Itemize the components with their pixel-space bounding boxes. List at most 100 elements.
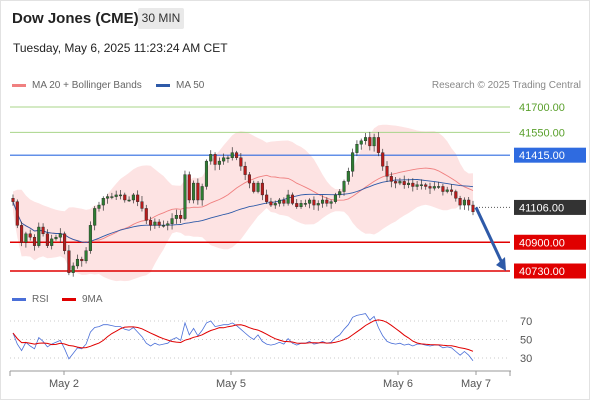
candle-body	[42, 227, 45, 234]
candle-body	[454, 192, 457, 199]
price-label-text: 41415.00	[519, 150, 565, 162]
candle-body	[334, 195, 337, 202]
candle-body	[141, 202, 144, 209]
candle-body	[106, 197, 109, 199]
candle-body	[188, 175, 191, 200]
rsi-level-label: 70	[520, 316, 532, 328]
candle-body	[377, 137, 380, 152]
candle-body	[80, 259, 83, 261]
candle-body	[472, 205, 475, 212]
candle	[184, 171, 187, 221]
x-axis-label: May 5	[216, 378, 246, 390]
candle-body	[257, 183, 260, 191]
candle-body	[128, 200, 131, 201]
candle-body	[287, 195, 290, 203]
candle-body	[145, 208, 148, 220]
candle-body	[424, 185, 427, 187]
candle-body	[154, 222, 157, 225]
x-axis-label: May 6	[383, 378, 413, 390]
candle-body	[403, 181, 406, 184]
candle	[257, 181, 260, 193]
candle-body	[37, 227, 40, 246]
price-label-41106.00: 41106.00	[514, 200, 586, 215]
candle-body	[85, 251, 88, 261]
candle-body	[16, 202, 19, 226]
candle-body	[162, 225, 165, 226]
candle-body	[179, 215, 182, 218]
candle-body	[295, 203, 298, 206]
candle-body	[356, 144, 359, 152]
candle-body	[373, 137, 376, 145]
candle-body	[205, 161, 208, 186]
candle-body	[381, 153, 384, 167]
candle-body	[197, 183, 200, 200]
candle-body	[338, 192, 341, 195]
candle-body	[274, 203, 277, 205]
candle-body	[166, 224, 169, 226]
candle	[63, 232, 66, 255]
candle-body	[429, 186, 432, 188]
candle-body	[394, 181, 397, 183]
candle-body	[123, 195, 126, 200]
candle-body	[420, 185, 423, 186]
x-axis-label: May 2	[49, 378, 79, 390]
candle-body	[175, 215, 178, 218]
candle-body	[50, 239, 53, 246]
candle-body	[416, 185, 419, 187]
price-label-text: 40730.00	[519, 266, 565, 278]
candle-body	[115, 195, 118, 197]
candle-body	[437, 186, 440, 187]
candle-body	[317, 203, 320, 205]
candle-body	[201, 186, 204, 200]
candle-body	[25, 234, 28, 242]
candle-body	[446, 190, 449, 192]
candle-body	[265, 195, 268, 202]
candle-body	[132, 195, 135, 200]
candle-body	[291, 195, 294, 203]
candle-body	[330, 202, 333, 204]
candle-body	[46, 234, 49, 246]
price-label-40730.00: 40730.00	[514, 264, 586, 279]
candle-body	[111, 197, 114, 198]
candle-body	[68, 251, 71, 273]
candle-body	[364, 137, 367, 140]
candle-body	[325, 200, 328, 203]
candle-body	[171, 219, 174, 224]
price-label-text: 40900.00	[519, 237, 565, 249]
forecast-arrow-shaft	[476, 207, 503, 265]
candle-body	[244, 166, 247, 174]
rsi-level-label: 50	[520, 335, 532, 347]
price-label-41415.00: 41415.00	[514, 148, 586, 163]
candle-body	[209, 154, 212, 161]
candle	[20, 222, 23, 246]
candle	[188, 172, 191, 204]
candle-body	[450, 190, 453, 192]
candle-body	[136, 195, 139, 202]
candle-body	[248, 175, 251, 183]
candle-body	[29, 234, 32, 237]
candle-body	[218, 161, 221, 164]
candle-body	[386, 166, 389, 176]
candle-body	[33, 237, 36, 245]
candle-body	[192, 183, 195, 200]
candle-body	[59, 234, 62, 237]
candle-body	[308, 200, 311, 203]
candle-body	[313, 200, 316, 205]
resistance-label: 41700.00	[519, 102, 565, 114]
x-axis-label: May 7	[461, 378, 491, 390]
candle-body	[119, 195, 122, 196]
candle-body	[252, 183, 255, 191]
candle-body	[467, 200, 470, 205]
candle-body	[12, 198, 15, 201]
price-label-text: 41106.00	[519, 202, 564, 214]
candle-body	[231, 153, 234, 158]
candle-body	[158, 222, 161, 225]
candle-body	[222, 158, 225, 161]
resistance-label: 41550.00	[519, 127, 565, 139]
candle-body	[184, 175, 187, 219]
candle	[16, 200, 19, 229]
rsi-ma9-line	[13, 320, 473, 351]
candle-body	[55, 237, 58, 239]
candle-body	[261, 183, 264, 195]
